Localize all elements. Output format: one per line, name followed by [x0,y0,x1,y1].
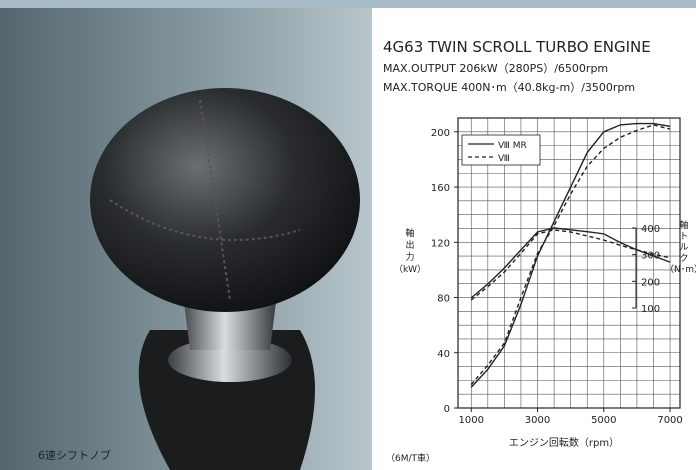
caption: 6速シフトノブ [38,448,111,462]
y-axis-label: 軸 [405,227,414,239]
x-axis-label: エンジン回転数（rpm） [509,436,619,449]
y2-axis-label: ル [679,243,688,253]
x-tick-label: 7000 [657,415,682,426]
y2-tick-label: 200 [641,277,660,288]
y2-axis-label: ト [679,232,688,242]
chart-title: 4G63 TWIN SCROLL TURBO ENGINE [383,38,651,56]
y-axis-label: 出 [405,239,414,251]
y-tick-label: 200 [431,128,450,139]
y2-tick-label: 400 [641,224,660,235]
legend-label: Ⅷ MR [498,141,527,151]
y2-axis-label: ク [679,253,688,264]
y-tick-label: 160 [431,183,450,194]
x-tick-label: 5000 [591,415,616,426]
top-band [0,0,696,8]
page: {"caption":"6速シフトノブ", "chart_data":{"typ… [0,0,696,470]
y2-tick-label: 100 [641,304,660,315]
note: （6M/T車） [386,452,435,464]
subtitle: MAX.OUTPUT 206kW（280PS）/6500rpm [383,62,608,75]
y-tick-label: 120 [431,238,450,249]
y-axis-label: （kW） [394,264,426,275]
y2-axis-label: 軸 [679,219,688,231]
legend-label: Ⅷ [498,154,510,164]
photo: 6速シフトノブ [0,8,372,470]
y-tick-label: 80 [437,294,450,305]
x-tick-label: 3000 [525,415,550,426]
y-tick-label: 0 [444,404,450,415]
x-tick-label: 1000 [459,415,484,426]
page-canvas: 6速シフトノブ 4G63 TWIN SCROLL TURBO ENGINE MA… [0,0,696,470]
y-tick-label: 40 [437,349,450,360]
y-axis-label: 力 [405,251,414,263]
subtitle: MAX.TORQUE 400N･m（40.8kg-m）/3500rpm [383,81,635,94]
y2-axis-label: （N･m） [665,264,696,275]
